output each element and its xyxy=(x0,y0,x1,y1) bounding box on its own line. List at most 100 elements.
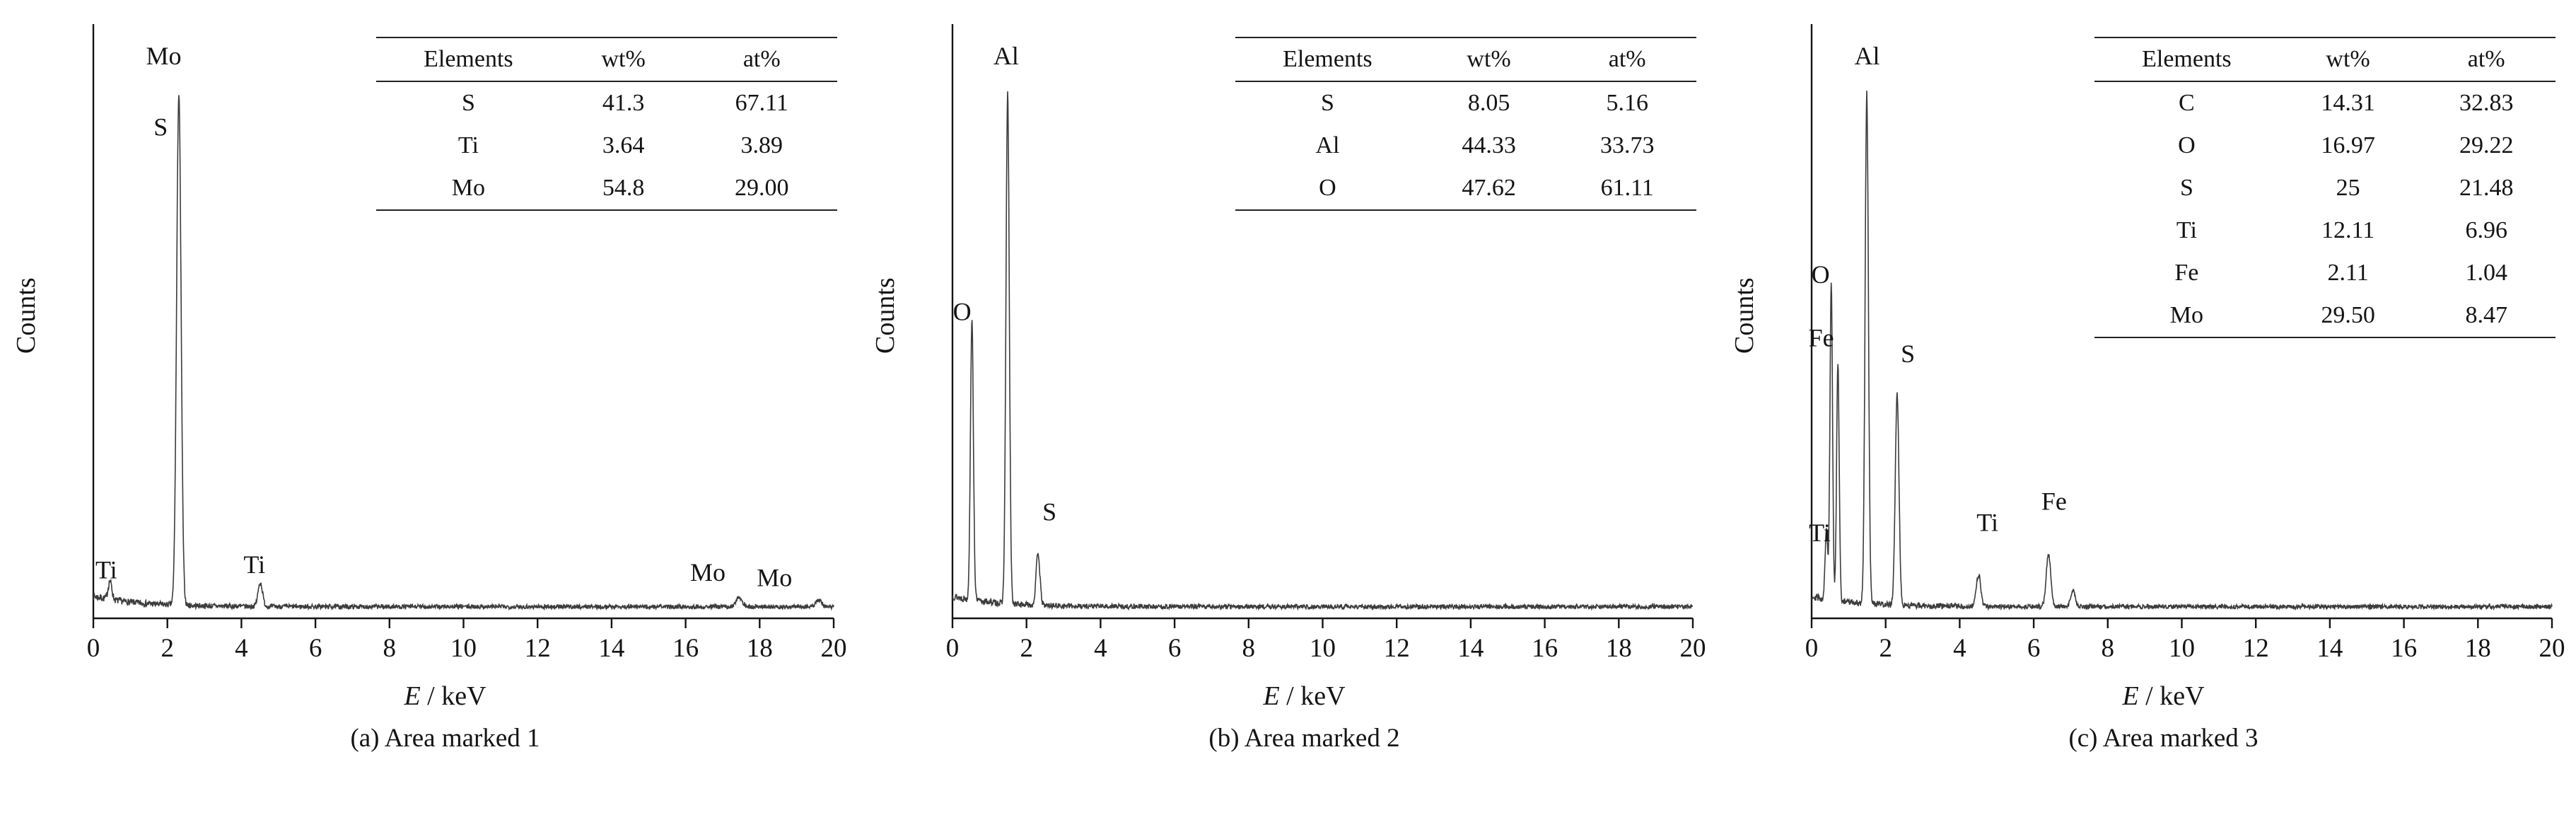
element-cell: Mo xyxy=(451,175,486,201)
x-tick-label: 4 xyxy=(235,634,248,663)
composition-table: Elements wt% at% S 8.05 5.16 Al 44.33 33.73 O 4… xyxy=(1235,37,1696,211)
at-percent-cell: 1.04 xyxy=(2465,260,2507,286)
composition-table: Elements wt% at% C 14.31 32.83 O 16.97 29.22 S… xyxy=(2094,37,2555,338)
header-wt-percent: wt% xyxy=(1467,46,1511,72)
plot-area-b: Counts 0 2 4 6 8 10 12 14 16 18 20 Al O S xyxy=(869,4,1707,676)
composition-table: Elements wt% at% S 41.3 67.11 Ti 3.64 3.89 Mo 5… xyxy=(376,37,837,211)
at-percent-cell: 6.96 xyxy=(2465,217,2507,243)
x-tick-label: 8 xyxy=(383,634,397,663)
at-percent-cell: 33.73 xyxy=(1599,132,1655,158)
element-cell: Al xyxy=(1315,132,1340,158)
element-cell: Mo xyxy=(2169,302,2204,328)
eds-figure: Counts 0 2 4 6 8 10 12 14 16 18 20 Mo S Ti Ti Mo Mo E / … xyxy=(10,4,2566,753)
plot-area-c: Counts 0 2 4 6 8 10 12 14 16 18 20 Al O Fe Ti S Ti Fe xyxy=(1728,4,2566,676)
at-percent-cell: 61.11 xyxy=(1600,175,1654,201)
peak-label-ti: Ti xyxy=(1809,519,1831,547)
wt-percent-cell: 47.62 xyxy=(1462,175,1516,201)
composition-row: Ti 3.64 3.89 xyxy=(376,125,837,167)
x-tick-label: 20 xyxy=(821,634,847,663)
at-percent-cell: 3.89 xyxy=(740,132,783,158)
x-tick-label: 16 xyxy=(672,634,699,663)
x-tick-label: 18 xyxy=(2465,634,2491,663)
x-tick-label: 14 xyxy=(1457,634,1484,663)
at-percent-cell: 29.22 xyxy=(2459,132,2514,158)
element-cell: S xyxy=(461,90,475,116)
x-tick-label: 12 xyxy=(1384,634,1410,663)
element-cell: S xyxy=(1320,90,1334,116)
x-tick-label: 20 xyxy=(1680,634,1706,663)
composition-row: O 16.97 29.22 xyxy=(2094,125,2555,167)
header-at-percent: at% xyxy=(2467,46,2505,72)
composition-row: Mo 54.8 29.00 xyxy=(376,167,837,210)
at-percent-cell: 5.16 xyxy=(1606,90,1648,116)
header-elements: Elements xyxy=(424,46,513,72)
element-cell: Fe xyxy=(2174,260,2199,286)
peak-label-mo: Mo xyxy=(690,558,725,586)
spectrum-plot-b: 0 2 4 6 8 10 12 14 16 18 20 Al O S xyxy=(946,24,1706,663)
spectrum-plot-c: 0 2 4 6 8 10 12 14 16 18 20 Al O Fe Ti S Ti Fe xyxy=(1805,24,2565,663)
x-axis-unit: / keV xyxy=(1279,681,1346,711)
x-axis-unit: / keV xyxy=(420,681,486,711)
table-header-row: Elements wt% at% xyxy=(2094,37,2555,81)
wt-percent-cell: 16.97 xyxy=(2321,132,2375,158)
peak-label-o: O xyxy=(1812,260,1830,289)
header-at-percent: at% xyxy=(1608,46,1646,72)
element-cell: C xyxy=(2179,90,2195,116)
x-tick-label: 20 xyxy=(2539,634,2565,663)
composition-row: S 41.3 67.11 xyxy=(376,81,837,125)
peak-label-s: S xyxy=(153,113,168,141)
wt-percent-cell: 25 xyxy=(2336,175,2360,201)
wt-percent-cell: 54.8 xyxy=(602,175,645,201)
spectrum-plot-a: 0 2 4 6 8 10 12 14 16 18 20 Mo S Ti Ti Mo Mo xyxy=(87,24,847,663)
spectrum-line xyxy=(1811,91,2553,611)
peak-label-o: O xyxy=(953,297,972,325)
x-tick-label: 4 xyxy=(1094,634,1107,663)
x-axis-symbol: E xyxy=(1263,681,1280,711)
x-tick-label: 8 xyxy=(2102,634,2115,663)
element-cell: O xyxy=(1319,175,1336,201)
x-tick-label: 10 xyxy=(1310,634,1336,663)
x-tick-label: 18 xyxy=(747,634,773,663)
header-elements: Elements xyxy=(2142,46,2232,72)
composition-table-b: Elements wt% at% S 8.05 5.16 Al 44.33 33.73 O 4… xyxy=(1235,37,1696,211)
x-tick-label: 2 xyxy=(1020,634,1033,663)
peak-label-al: Al xyxy=(993,42,1019,70)
table-body: C 14.31 32.83 O 16.97 29.22 S 25 21.48 Ti 12.11 6.9… xyxy=(2094,81,2555,337)
at-percent-cell: 21.48 xyxy=(2459,175,2514,201)
y-axis-label: Counts xyxy=(11,277,41,354)
peak-label-al: Al xyxy=(1855,42,1880,70)
x-tick-label: 0 xyxy=(87,634,100,663)
element-cell: S xyxy=(2179,175,2193,201)
panel-b: Counts 0 2 4 6 8 10 12 14 16 18 20 Al O S E / keV (b)… xyxy=(869,4,1707,753)
panel-c: Counts 0 2 4 6 8 10 12 14 16 18 20 Al O Fe Ti S Ti Fe E /… xyxy=(1728,4,2566,753)
panel-caption-a: (a) Area marked 1 xyxy=(350,724,540,753)
element-cell: O xyxy=(2178,132,2196,158)
spectrum-line xyxy=(93,95,834,611)
y-axis-label: Counts xyxy=(870,277,900,354)
peak-label-fe: Fe xyxy=(1809,324,1834,352)
at-percent-cell: 29.00 xyxy=(734,175,789,201)
x-tick-label: 18 xyxy=(1606,634,1632,663)
composition-row: Al 44.33 33.73 xyxy=(1235,125,1696,167)
composition-table-c: Elements wt% at% C 14.31 32.83 O 16.97 29.22 S… xyxy=(2094,37,2555,338)
composition-row: Mo 29.50 8.47 xyxy=(2094,294,2555,337)
peak-label-s: S xyxy=(1901,340,1915,368)
x-tick-label: 6 xyxy=(1168,634,1182,663)
table-body: S 8.05 5.16 Al 44.33 33.73 O 47.62 61.11 xyxy=(1235,81,1696,210)
x-tick-label: 2 xyxy=(1879,634,1892,663)
peak-label-ti: Ti xyxy=(95,555,117,584)
x-axis-label: E / keV xyxy=(10,681,848,712)
x-tick-label: 6 xyxy=(309,634,322,663)
element-cell: Ti xyxy=(2176,217,2197,243)
composition-row: C 14.31 32.83 xyxy=(2094,81,2555,125)
table-body: S 41.3 67.11 Ti 3.64 3.89 Mo 54.8 29.00 xyxy=(376,81,837,210)
wt-percent-cell: 2.11 xyxy=(2327,260,2369,286)
x-tick-label: 4 xyxy=(1953,634,1966,663)
wt-percent-cell: 14.31 xyxy=(2321,90,2375,116)
wt-percent-cell: 29.50 xyxy=(2321,302,2375,328)
x-tick-label: 0 xyxy=(946,634,960,663)
composition-row: Ti 12.11 6.96 xyxy=(2094,209,2555,252)
peak-label-mo: Mo xyxy=(146,42,181,70)
wt-percent-cell: 3.64 xyxy=(602,132,645,158)
x-tick-label: 16 xyxy=(2391,634,2417,663)
